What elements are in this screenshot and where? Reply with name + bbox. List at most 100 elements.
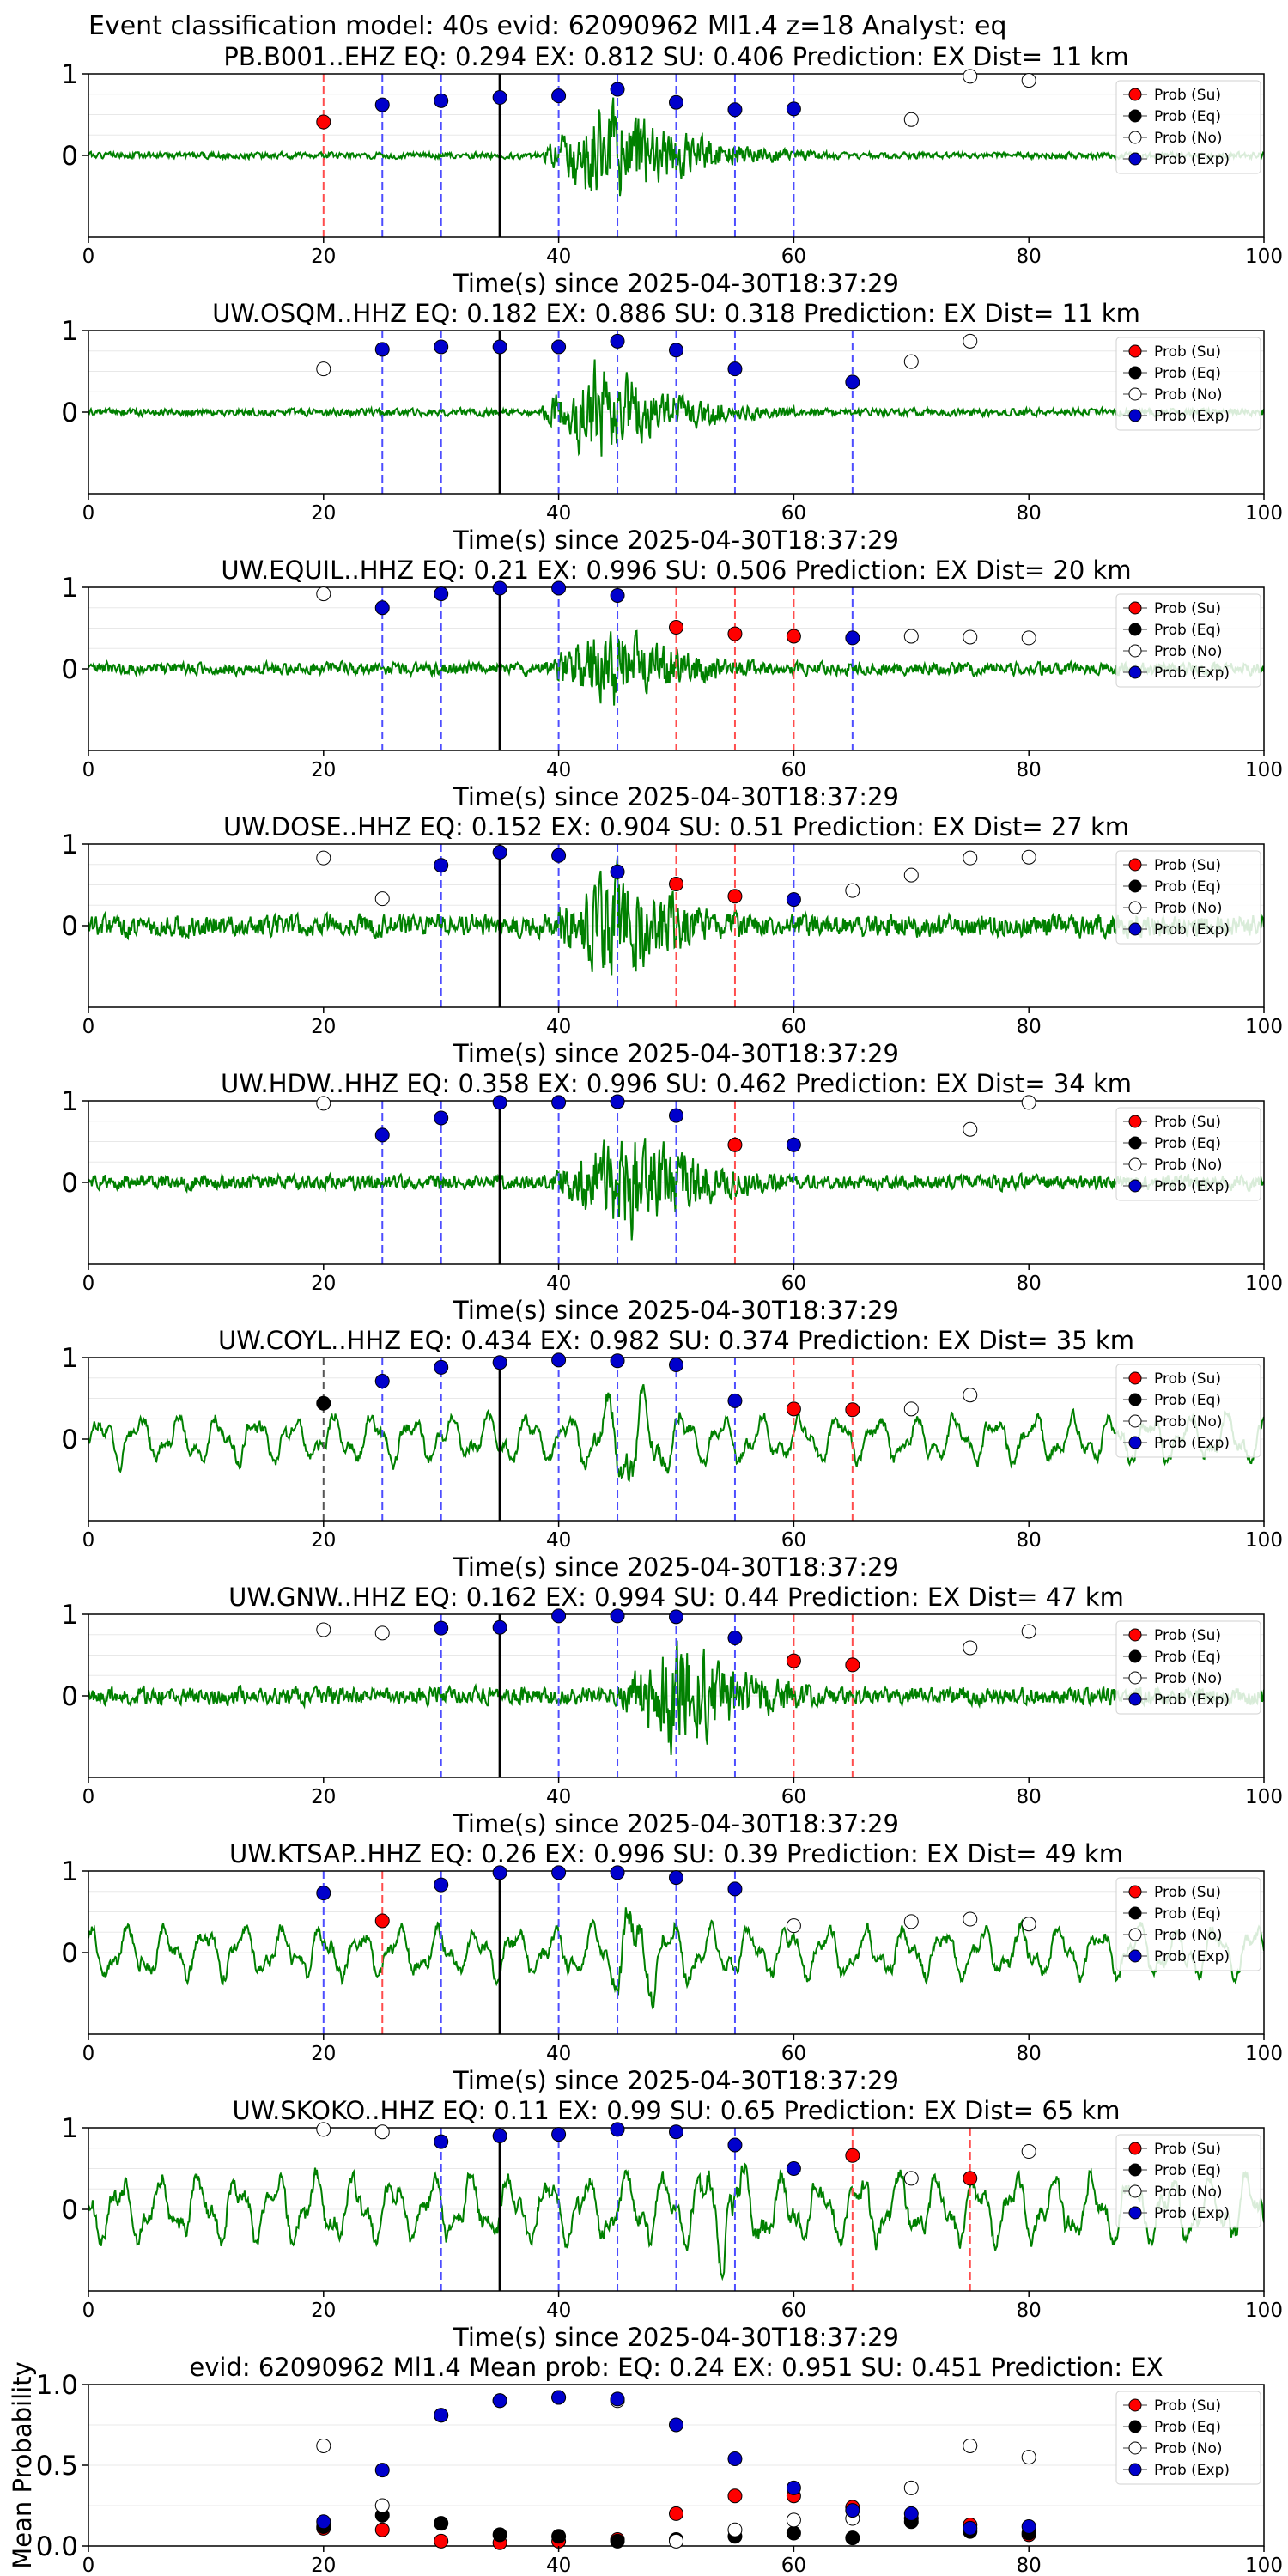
legend-label: Prob (Su) bbox=[1154, 1114, 1221, 1131]
panel-6: UW.COYL..HHZ EQ: 0.434 EX: 0.982 SU: 0.3… bbox=[61, 1326, 1283, 1582]
x-tick-label: 0 bbox=[82, 2555, 95, 2576]
legend-marker bbox=[1128, 1628, 1142, 1642]
prob-point-exp bbox=[316, 1886, 331, 1901]
prob-point-exp bbox=[551, 88, 567, 104]
legend-label: Prob (Su) bbox=[1154, 1884, 1221, 1901]
legend-label: Prob (Exp) bbox=[1154, 2462, 1230, 2479]
legend-box bbox=[1115, 337, 1261, 431]
x-tick-label: 80 bbox=[1017, 1529, 1042, 1552]
x-tick-label: 20 bbox=[311, 1529, 336, 1552]
x-tick-label: 80 bbox=[1017, 1273, 1042, 1295]
x-tick-label: 20 bbox=[311, 2555, 336, 2576]
legend-box bbox=[1115, 1107, 1261, 1201]
x-tick-label: 100 bbox=[1245, 1273, 1283, 1295]
legend-marker bbox=[1128, 2142, 1142, 2155]
waveform-trace bbox=[88, 1907, 1264, 2010]
prob-point-exp bbox=[669, 343, 683, 358]
panel-9: UW.SKOKO..HHZ EQ: 0.11 EX: 0.99 SU: 0.65… bbox=[61, 2096, 1283, 2352]
prob-point-su bbox=[786, 1401, 801, 1417]
prob-point-no bbox=[1021, 2144, 1036, 2160]
legend-label: Prob (Eq) bbox=[1154, 1392, 1221, 1409]
y-tick-label: 1 bbox=[61, 1856, 78, 1887]
prob-point-exp bbox=[551, 848, 567, 863]
prob-point-exp bbox=[610, 82, 625, 97]
x-tick-label: 60 bbox=[781, 1016, 806, 1038]
prob-point-no bbox=[963, 629, 978, 645]
prob-point-exp bbox=[551, 1608, 567, 1624]
y-tick-label: 0 bbox=[61, 398, 78, 428]
prob-point-no bbox=[963, 850, 978, 866]
mean-point-exp bbox=[374, 2463, 390, 2478]
prob-point-no bbox=[963, 69, 978, 84]
prob-point-exp bbox=[727, 1393, 743, 1408]
legend-label: Prob (No) bbox=[1154, 900, 1223, 917]
y-tick-label: 1 bbox=[61, 1086, 78, 1117]
mean-point-su bbox=[669, 2506, 683, 2521]
mean-point-exp bbox=[845, 2503, 860, 2518]
x-tick-label: 60 bbox=[781, 2555, 806, 2576]
mean-point-no bbox=[1021, 2450, 1036, 2465]
x-tick-label: 0 bbox=[82, 1273, 95, 1295]
y-tick-label: 0.5 bbox=[36, 2451, 78, 2482]
x-axis-label: Time(s) since 2025-04-30T18:37:29 bbox=[453, 782, 899, 811]
legend-label: Prob (No) bbox=[1154, 130, 1223, 147]
plot-area bbox=[88, 74, 1264, 237]
legend-box bbox=[1115, 593, 1261, 688]
legend-marker bbox=[1128, 344, 1142, 358]
x-tick-label: 80 bbox=[1017, 759, 1042, 781]
mean-point-exp bbox=[963, 2520, 978, 2536]
prob-point-exp bbox=[492, 845, 507, 860]
prob-point-exp bbox=[727, 1631, 743, 1646]
panel-title: PB.B001..EHZ EQ: 0.294 EX: 0.812 SU: 0.4… bbox=[223, 42, 1128, 71]
prob-point-exp bbox=[434, 339, 449, 355]
prob-point-exp bbox=[727, 1881, 743, 1897]
legend-marker bbox=[1128, 1136, 1142, 1150]
prob-point-eq bbox=[316, 1395, 331, 1411]
plot-area bbox=[88, 1614, 1264, 1777]
panel-8: UW.KTSAP..HHZ EQ: 0.26 EX: 0.996 SU: 0.3… bbox=[61, 1839, 1283, 2095]
prob-point-exp bbox=[669, 1870, 683, 1886]
legend-marker bbox=[1128, 1157, 1142, 1171]
x-axis-label: Time(s) since 2025-04-30T18:37:29 bbox=[453, 2323, 899, 2352]
legend-box bbox=[1115, 2134, 1261, 2228]
prob-point-exp bbox=[434, 586, 449, 602]
x-axis-label: Time(s) since 2025-04-30T18:37:29 bbox=[453, 1296, 899, 1325]
x-tick-label: 60 bbox=[781, 502, 806, 525]
prob-point-no bbox=[316, 2122, 331, 2137]
prob-point-exp bbox=[492, 580, 507, 596]
legend-marker bbox=[1128, 1949, 1142, 1963]
mean-point-no bbox=[786, 2512, 801, 2528]
legend-label: Prob (Su) bbox=[1154, 857, 1221, 874]
prob-point-no bbox=[1021, 73, 1036, 88]
legend-marker bbox=[1128, 665, 1142, 679]
mean-point-eq bbox=[492, 2527, 507, 2543]
prob-point-exp bbox=[374, 342, 390, 357]
legend-label: Prob (Eq) bbox=[1154, 1905, 1221, 1923]
legend-marker bbox=[1128, 2206, 1142, 2220]
prob-point-exp bbox=[492, 2129, 507, 2143]
x-tick-label: 40 bbox=[546, 759, 571, 781]
x-tick-label: 100 bbox=[1245, 2043, 1283, 2065]
panel-title: UW.HDW..HHZ EQ: 0.358 EX: 0.996 SU: 0.46… bbox=[221, 1069, 1132, 1098]
x-tick-label: 80 bbox=[1017, 1016, 1042, 1038]
plot-area bbox=[88, 587, 1264, 750]
legend-marker bbox=[1128, 1371, 1142, 1385]
x-axis-label: Time(s) since 2025-04-30T18:37:29 bbox=[453, 1552, 899, 1582]
prob-point-su bbox=[374, 1913, 390, 1929]
x-axis-label: Time(s) since 2025-04-30T18:37:29 bbox=[453, 526, 899, 555]
x-axis-label: Time(s) since 2025-04-30T18:37:29 bbox=[453, 1809, 899, 1838]
plot-area bbox=[88, 1358, 1264, 1521]
prob-point-exp bbox=[845, 374, 860, 390]
prob-point-exp bbox=[374, 1127, 390, 1143]
mean-point-eq bbox=[434, 2516, 449, 2531]
prob-point-exp bbox=[786, 2161, 801, 2176]
prob-point-exp bbox=[610, 2122, 625, 2137]
prob-point-exp bbox=[434, 1359, 449, 1375]
mean-point-exp bbox=[669, 2417, 683, 2433]
legend-marker bbox=[1128, 879, 1142, 893]
x-tick-label: 20 bbox=[311, 2043, 336, 2065]
prob-point-exp bbox=[551, 2127, 567, 2142]
prob-point-no bbox=[903, 1914, 919, 1929]
x-tick-label: 60 bbox=[781, 759, 806, 781]
prob-point-exp bbox=[610, 1865, 625, 1880]
